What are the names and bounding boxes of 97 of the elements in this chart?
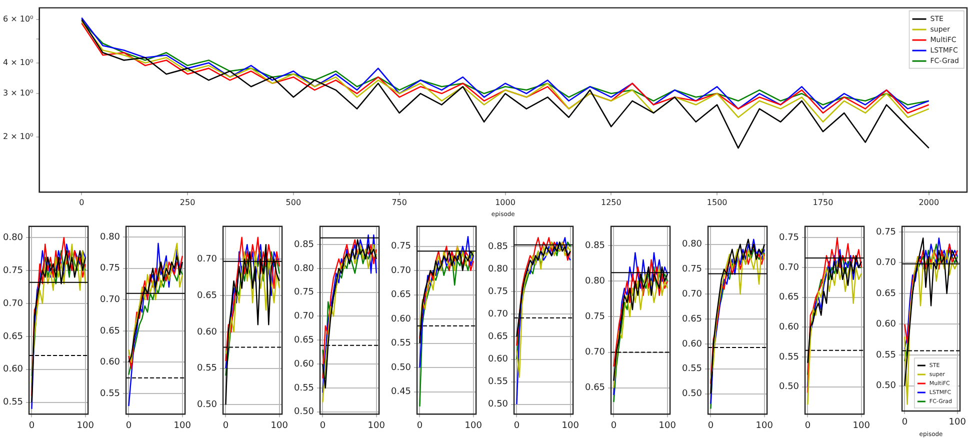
x-tick-label: 0 — [320, 420, 326, 431]
y-tick-label: 0.60 — [778, 322, 800, 332]
y-tick-label: 0.75 — [294, 288, 314, 298]
x-tick-label: 100 — [756, 420, 774, 431]
x-tick-label: 1750 — [812, 198, 834, 208]
y-tick-label: 0.50 — [682, 389, 702, 400]
x-tick-label: 0 — [708, 420, 714, 431]
x-tick-label: 500 — [286, 198, 302, 208]
y-tick-label: 0.65 — [196, 290, 218, 301]
y-tick-label: 3 × 10⁰ — [3, 88, 34, 98]
y-tick-label: 0.70 — [2, 298, 24, 309]
y-tick-label: 0.70 — [294, 312, 314, 322]
y-tick-label: 0.80 — [584, 276, 606, 287]
y-tick-label: 0.80 — [682, 240, 702, 250]
x-tick-label: 0 — [804, 420, 811, 431]
y-tick-label: 4 × 10⁰ — [3, 58, 34, 67]
y-tick-label: 6 × 10⁰ — [3, 14, 34, 24]
x-tick-label: 0 — [28, 420, 35, 431]
y-tick-label: 0.80 — [2, 232, 24, 243]
y-tick-label: 0.75 — [778, 233, 800, 244]
y-tick-label: 0.75 — [100, 264, 120, 274]
x-tick-label: 100 — [76, 420, 94, 431]
x-tick-label: 250 — [180, 198, 196, 208]
y-tick-label: 0.85 — [584, 240, 606, 251]
y-tick-label: 0.60 — [100, 358, 120, 368]
y-tick-label: 0.60 — [2, 364, 24, 375]
y-tick-label: 0.50 — [196, 400, 218, 410]
y-tick-label: 0.45 — [390, 387, 412, 398]
y-tick-label: 0.60 — [682, 339, 702, 350]
y-tick-label: 0.65 — [584, 383, 606, 394]
y-tick-label: 0.65 — [2, 332, 24, 342]
y-tick-label: 0.60 — [390, 314, 412, 324]
x-tick-label: 1250 — [600, 198, 622, 208]
x-tick-label: 100 — [174, 420, 192, 431]
x-tick-label: 0 — [416, 420, 423, 431]
y-tick-label: 0.55 — [876, 350, 896, 360]
y-tick-label: 0.75 — [488, 287, 508, 298]
y-tick-label: 0.80 — [488, 264, 508, 275]
y-tick-label: 0.70 — [584, 348, 606, 358]
y-tick-label: 0.50 — [778, 382, 800, 392]
y-tick-label: 0.75 — [584, 312, 606, 322]
y-tick-label: 0.60 — [196, 327, 218, 338]
y-tick-label: 0.50 — [876, 381, 896, 392]
y-tick-label: 0.65 — [778, 292, 800, 303]
x-tick-label: 100 — [658, 420, 676, 431]
y-tick-label: 0.55 — [390, 338, 412, 349]
y-tick-label: 0.55 — [488, 377, 508, 388]
y-tick-label: 0.55 — [778, 352, 800, 362]
y-tick-label: 0.65 — [294, 335, 314, 346]
y-tick-label: 0.70 — [778, 262, 800, 273]
x-tick-label: 100 — [270, 420, 288, 431]
y-tick-label: 0.55 — [682, 364, 702, 374]
x-tick-label: 0 — [222, 420, 229, 431]
y-tick-label: 0.70 — [876, 258, 896, 268]
x-tick-label: 100 — [368, 420, 386, 431]
y-tick-label: 0.50 — [390, 362, 412, 373]
x-tick-label: 0 — [610, 420, 617, 431]
y-tick-label: 2 × 10⁰ — [3, 132, 34, 141]
y-tick-label: 0.65 — [100, 326, 120, 336]
x-tick-label: 1000 — [495, 198, 516, 208]
y-tick-label: 0.55 — [2, 398, 24, 408]
y-tick-label: 0.85 — [488, 242, 508, 252]
y-tick-label: 0.55 — [294, 383, 314, 394]
x-tick-label: 100 — [948, 418, 966, 428]
y-tick-label: 0.65 — [682, 314, 702, 324]
y-tick-label: 0.50 — [294, 407, 314, 418]
x-tick-label: 0 — [126, 420, 132, 431]
y-tick-label: 0.80 — [294, 264, 314, 274]
y-tick-label: 0.75 — [682, 264, 702, 275]
y-tick-label: 0.60 — [876, 320, 896, 330]
y-tick-label: 0.75 — [390, 242, 412, 252]
x-tick-label: 750 — [392, 198, 407, 208]
y-tick-label: 0.70 — [488, 310, 508, 320]
y-tick-label: 0.60 — [488, 354, 508, 365]
x-tick-label: 2000 — [918, 198, 940, 208]
x-tick-label: 0 — [902, 418, 908, 428]
x-tick-label: 100 — [852, 420, 870, 431]
x-tick-label: 100 — [464, 420, 482, 431]
y-tick-label: 0.65 — [488, 332, 508, 342]
y-tick-label: 0.65 — [876, 288, 896, 299]
y-tick-label: 0.65 — [390, 290, 412, 300]
y-tick-label: 0.70 — [196, 254, 218, 264]
x-tick-label: 1500 — [706, 198, 728, 208]
y-tick-label: 0.55 — [100, 388, 120, 399]
y-tick-label: 0.50 — [488, 400, 508, 410]
x-tick-label: 100 — [562, 420, 580, 431]
y-tick-label: 0.70 — [100, 294, 120, 305]
y-tick-label: 0.60 — [294, 359, 314, 370]
y-tick-label: 0.80 — [100, 232, 120, 242]
y-tick-label: 0.55 — [196, 364, 218, 374]
y-tick-label: 0.75 — [876, 227, 896, 238]
x-tick-label: 0 — [79, 198, 84, 208]
y-tick-label: 0.70 — [390, 266, 412, 276]
y-tick-label: 0.70 — [682, 289, 702, 300]
y-tick-label: 0.75 — [2, 266, 24, 276]
x-tick-label: 0 — [514, 420, 520, 431]
y-tick-label: 0.85 — [294, 240, 314, 250]
